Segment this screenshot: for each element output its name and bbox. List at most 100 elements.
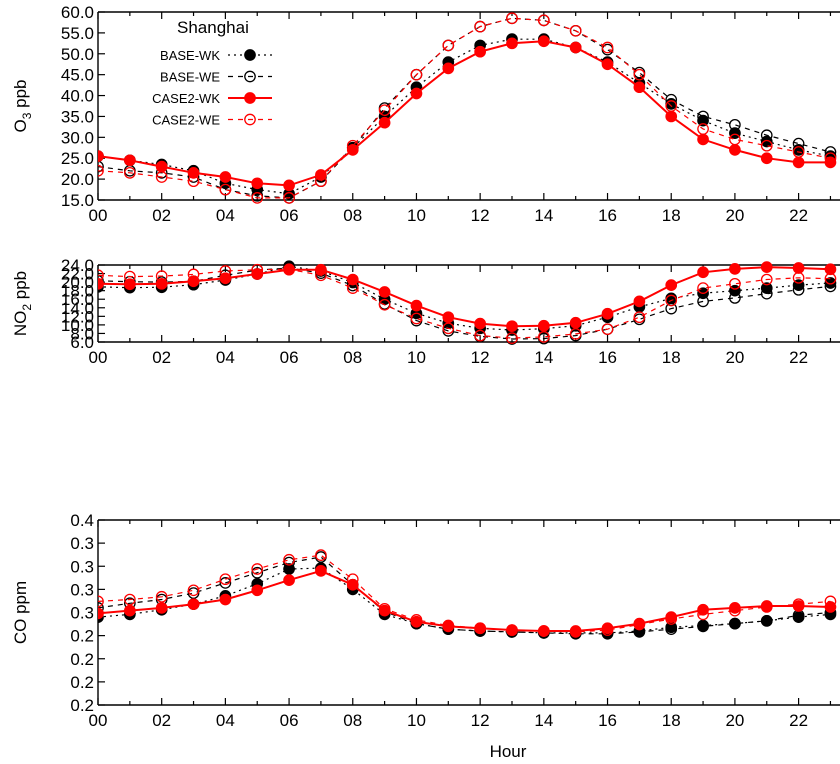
data-point-case2-we: [123, 166, 136, 179]
y-tick-label: 15.0: [61, 191, 94, 210]
data-point-case2-we: [665, 294, 678, 307]
data-point-base-we: [697, 620, 709, 633]
y-tick-label: 45.0: [61, 66, 94, 85]
data-point-base-we: [187, 587, 200, 599]
data-point-case2-wk: [123, 604, 136, 617]
data-point-case2-wk: [569, 316, 582, 329]
data-point-case2-we: [315, 269, 327, 282]
plot-area: [98, 12, 837, 204]
series-line-base-wk: [98, 567, 831, 634]
data-point-case2-we: [378, 602, 391, 615]
y-axis-label: O3 ppb: [11, 79, 34, 132]
data-point-case2-we: [729, 277, 741, 290]
y-tick-label: 6.0: [70, 333, 94, 352]
data-point-case2-wk: [665, 110, 678, 123]
y-tick-label: 35.0: [61, 107, 94, 126]
data-point-case2-we: [697, 123, 709, 135]
data-point-case2-we: [155, 171, 168, 183]
data-point-case2-wk: [474, 45, 486, 58]
x-tick-label: 04: [216, 711, 235, 730]
data-point-case2-we: [537, 331, 550, 343]
data-point-case2-we: [442, 322, 455, 335]
chart-panel-1: 15.0 20.0 25.0 30.0 35.040.0 45.0 50.0 55.0 60.0…: [11, 3, 840, 225]
x-tick-label: 02: [152, 711, 171, 730]
data-point-case2-wk: [378, 116, 391, 129]
data-point-case2-wk: [98, 607, 104, 620]
x-tick-label: 10: [407, 711, 426, 730]
data-point-case2-we: [98, 164, 104, 177]
y-tick-label: 0.3: [70, 580, 94, 599]
data-point-case2-we: [378, 104, 391, 117]
data-point-case2-we: [346, 139, 359, 152]
data-point-case2-we: [760, 601, 773, 613]
data-point-case2-we: [219, 183, 232, 196]
y-tick-label: 16.0: [61, 290, 94, 309]
data-point-case2-wk: [251, 268, 264, 280]
data-point-base-we: [697, 295, 709, 308]
data-point-case2-wk: [123, 154, 136, 167]
legend-label: BASE-WK: [160, 48, 220, 63]
legend-marker: [244, 92, 256, 104]
data-point-case2-we: [537, 14, 550, 27]
y-axis-label-unit: ppb: [11, 271, 30, 304]
data-point-base-we: [824, 280, 837, 293]
data-point-case2-we: [760, 273, 773, 286]
y-tick-label: 25.0: [61, 149, 94, 168]
data-point-case2-we: [251, 563, 264, 575]
data-point-case2-wk: [760, 152, 773, 165]
x-tick-label: 20: [725, 206, 744, 225]
x-tick-label: 22: [789, 348, 808, 367]
x-tick-label: 20: [725, 348, 744, 367]
data-point-base-we: [697, 110, 709, 123]
x-tick-label: 12: [471, 711, 490, 730]
y-axis-label-main: CO ppm: [11, 581, 30, 644]
data-point-case2-wk: [601, 58, 614, 71]
y-tick-label: 10.0: [61, 316, 94, 335]
data-point-case2-we: [633, 68, 646, 81]
data-point-case2-we: [315, 175, 327, 188]
plot-area: [98, 549, 837, 640]
data-point-base-we: [792, 283, 805, 296]
data-point-base-wk: [729, 127, 741, 140]
y-tick-label: 0.4: [70, 511, 94, 530]
data-point-case2-we: [378, 298, 391, 311]
data-point-case2-wk: [824, 156, 837, 169]
y-tick-label: 24.0: [61, 256, 94, 275]
y-tick-label: 0.2: [70, 673, 94, 692]
y-tick-label: 0.3: [70, 534, 94, 553]
data-point-case2-wk: [283, 574, 295, 586]
series-line-case2-wk: [98, 569, 831, 632]
data-point-case2-we: [155, 590, 168, 603]
series-line-case2-wk: [98, 266, 831, 328]
data-point-case2-wk: [410, 299, 423, 312]
data-point-case2-wk: [442, 62, 455, 75]
x-tick-label: 04: [216, 348, 235, 367]
data-point-case2-wk: [442, 311, 455, 324]
x-tick-label: 16: [598, 348, 617, 367]
data-point-base-we: [760, 614, 773, 627]
chart-panel-3: 0.2 0.2 0.2 0.2 0.3 0.3 0.3 0.3 0.4 00 02 04 06 08 10 1…: [11, 511, 840, 730]
series-line-base-wk: [98, 265, 831, 331]
y-tick-label: 22.0: [61, 265, 94, 284]
series-line-base-wk: [98, 38, 831, 195]
data-point-case2-we: [474, 329, 486, 342]
y-tick-label: 40.0: [61, 87, 94, 106]
chart-panel-2: 6.08.010.012.014.016.018.020.022.024.0 00…: [11, 256, 840, 367]
series-line-case2-we: [98, 554, 831, 633]
y-axis-label: NO2 ppb: [11, 271, 34, 336]
data-point-case2-we: [474, 20, 486, 33]
x-tick-label: 08: [343, 711, 362, 730]
x-tick-label: 18: [662, 711, 681, 730]
data-point-case2-we: [346, 573, 359, 586]
legend-label: CASE2-WK: [152, 91, 220, 106]
data-point-base-we: [283, 556, 295, 569]
y-tick-label: 0.3: [70, 604, 94, 623]
data-point-base-we: [760, 287, 773, 300]
y-tick-label: 14.0: [61, 299, 94, 318]
data-point-case2-we: [98, 269, 104, 282]
data-point-case2-we: [665, 613, 678, 625]
data-point-case2-we: [283, 553, 295, 566]
data-point-case2-we: [792, 598, 805, 611]
x-tick-label: 02: [152, 206, 171, 225]
